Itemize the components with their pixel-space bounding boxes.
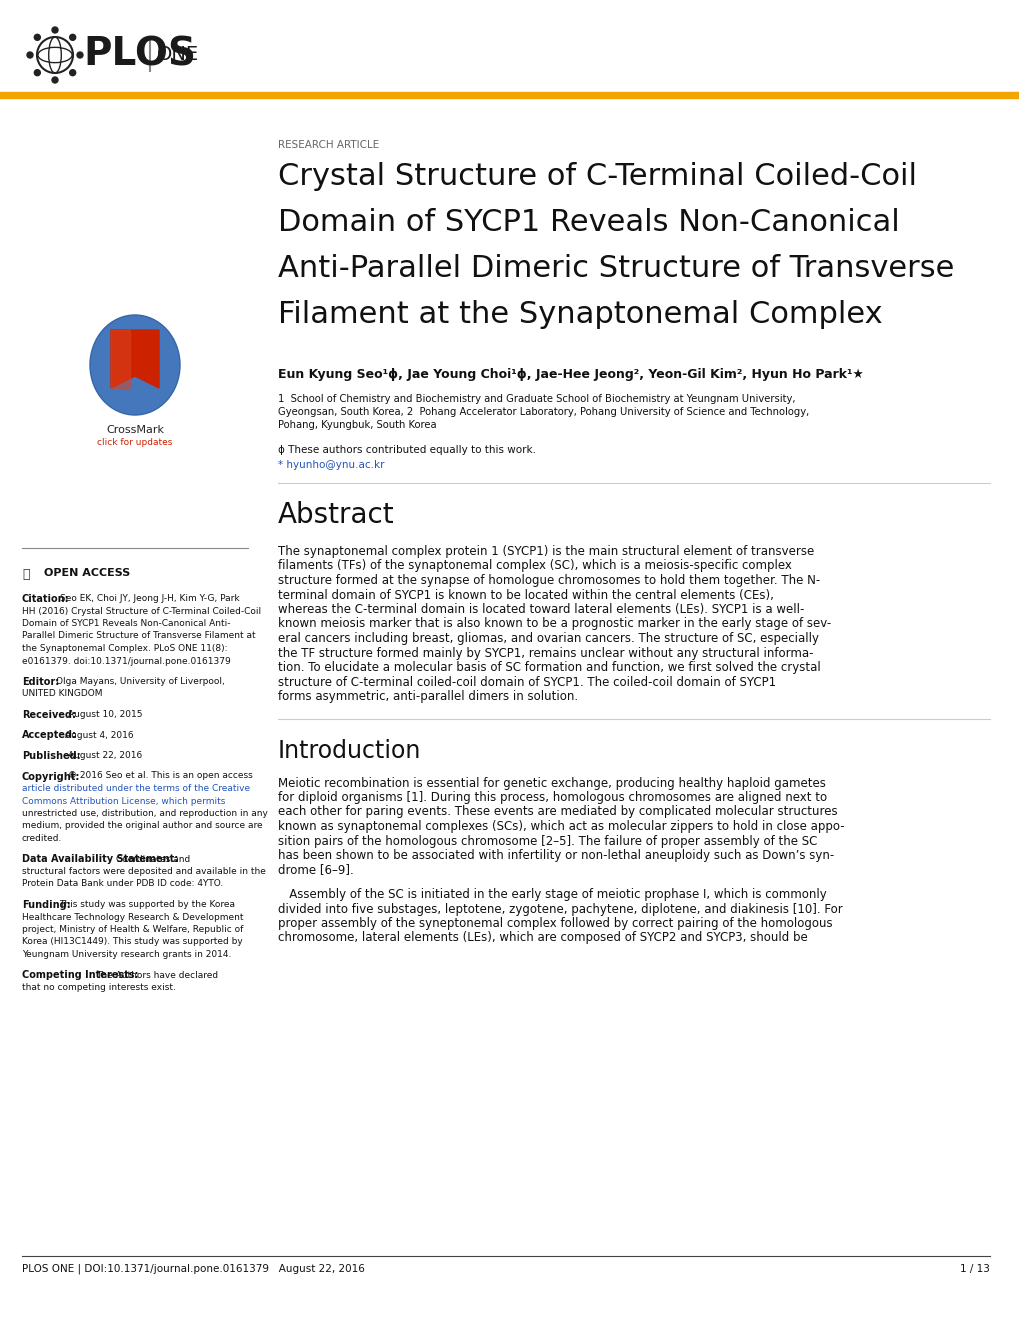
Text: Healthcare Technology Research & Development: Healthcare Technology Research & Develop… bbox=[22, 912, 244, 921]
Polygon shape bbox=[111, 330, 129, 388]
Text: Commons Attribution License, which permits: Commons Attribution License, which permi… bbox=[22, 796, 225, 805]
Text: * hyunho@ynu.ac.kr: * hyunho@ynu.ac.kr bbox=[278, 459, 384, 470]
Text: unrestricted use, distribution, and reproduction in any: unrestricted use, distribution, and repr… bbox=[22, 809, 268, 818]
Text: Crystal Structure of C-Terminal Coiled-Coil: Crystal Structure of C-Terminal Coiled-C… bbox=[278, 162, 916, 191]
Text: Korea (HI13C1449). This study was supported by: Korea (HI13C1449). This study was suppor… bbox=[22, 937, 243, 946]
Text: known meiosis marker that is also known to be a prognostic marker in the early s: known meiosis marker that is also known … bbox=[278, 618, 830, 631]
Text: Seo EK, Choi JY, Jeong J-H, Kim Y-G, Park: Seo EK, Choi JY, Jeong J-H, Kim Y-G, Par… bbox=[60, 594, 239, 603]
Text: Received:: Received: bbox=[22, 710, 76, 719]
Text: UNITED KINGDOM: UNITED KINGDOM bbox=[22, 689, 102, 698]
Text: Meiotic recombination is essential for genetic exchange, producing healthy haplo: Meiotic recombination is essential for g… bbox=[278, 776, 825, 789]
Circle shape bbox=[35, 34, 41, 41]
Text: has been shown to be associated with infertility or non-lethal aneuploidy such a: has been shown to be associated with inf… bbox=[278, 849, 834, 862]
Text: This study was supported by the Korea: This study was supported by the Korea bbox=[59, 900, 234, 909]
Text: tion. To elucidate a molecular basis of SC formation and function, we first solv: tion. To elucidate a molecular basis of … bbox=[278, 661, 820, 675]
Text: PLOS: PLOS bbox=[83, 36, 196, 74]
Text: Accepted:: Accepted: bbox=[22, 730, 76, 741]
Text: Funding:: Funding: bbox=[22, 900, 70, 909]
Text: OPEN ACCESS: OPEN ACCESS bbox=[44, 568, 130, 578]
Text: whereas the C-terminal domain is located toward lateral elements (LEs). SYCP1 is: whereas the C-terminal domain is located… bbox=[278, 603, 804, 616]
Text: divided into five substages, leptotene, zygotene, pachytene, diplotene, and diak: divided into five substages, leptotene, … bbox=[278, 903, 842, 916]
Circle shape bbox=[26, 51, 33, 58]
Polygon shape bbox=[111, 330, 159, 388]
Text: ONE: ONE bbox=[157, 45, 199, 65]
Ellipse shape bbox=[90, 315, 179, 414]
Text: Editor:: Editor: bbox=[22, 677, 59, 686]
Text: sition pairs of the homologous chromosome [2–5]. The failure of proper assembly : sition pairs of the homologous chromosom… bbox=[278, 834, 816, 847]
Text: Data Availability Statement:: Data Availability Statement: bbox=[22, 854, 178, 865]
Text: CrossMark: CrossMark bbox=[106, 425, 164, 436]
Text: Citation:: Citation: bbox=[22, 594, 69, 605]
Text: HH (2016) Crystal Structure of C-Terminal Coiled-Coil: HH (2016) Crystal Structure of C-Termina… bbox=[22, 606, 261, 615]
Text: Domain of SYCP1 Reveals Non-Canonical Anti-: Domain of SYCP1 Reveals Non-Canonical An… bbox=[22, 619, 230, 628]
Text: Olga Mayans, University of Liverpool,: Olga Mayans, University of Liverpool, bbox=[56, 677, 224, 686]
Text: ϕ These authors contributed equally to this work.: ϕ These authors contributed equally to t… bbox=[278, 445, 535, 455]
Text: terminal domain of SYCP1 is known to be located within the central elements (CEs: terminal domain of SYCP1 is known to be … bbox=[278, 589, 773, 602]
Text: The synaptonemal complex protein 1 (SYCP1) is the main structural element of tra: The synaptonemal complex protein 1 (SYCP… bbox=[278, 545, 813, 558]
Text: structure formed at the synapse of homologue chromosomes to hold them together. : structure formed at the synapse of homol… bbox=[278, 574, 819, 587]
Text: proper assembly of the syneptonemal complex followed by correct pairing of the h: proper assembly of the syneptonemal comp… bbox=[278, 917, 832, 931]
Circle shape bbox=[52, 26, 58, 33]
Text: article distributed under the terms of the Creative: article distributed under the terms of t… bbox=[22, 784, 250, 793]
Circle shape bbox=[52, 77, 58, 83]
Text: Gyeongsan, South Korea, 2  Pohang Accelerator Laboratory, Pohang University of S: Gyeongsan, South Korea, 2 Pohang Acceler… bbox=[278, 407, 808, 417]
Text: Abstract: Abstract bbox=[278, 502, 394, 529]
Text: RESEARCH ARTICLE: RESEARCH ARTICLE bbox=[278, 140, 379, 150]
Text: each other for paring events. These events are mediated by complicated molecular: each other for paring events. These even… bbox=[278, 805, 837, 818]
Text: medium, provided the original author and source are: medium, provided the original author and… bbox=[22, 821, 262, 830]
Text: PLOS ONE | DOI:10.1371/journal.pone.0161379   August 22, 2016: PLOS ONE | DOI:10.1371/journal.pone.0161… bbox=[22, 1265, 365, 1275]
Text: 1  School of Chemistry and Biochemistry and Graduate School of Biochemistry at Y: 1 School of Chemistry and Biochemistry a… bbox=[278, 393, 795, 404]
Text: © 2016 Seo et al. This is an open access: © 2016 Seo et al. This is an open access bbox=[68, 771, 253, 780]
Text: chromosome, lateral elements (LEs), which are composed of SYCP2 and SYCP3, shoul: chromosome, lateral elements (LEs), whic… bbox=[278, 932, 807, 945]
Text: August 22, 2016: August 22, 2016 bbox=[68, 751, 142, 760]
Text: August 10, 2015: August 10, 2015 bbox=[68, 710, 143, 719]
Text: Anti-Parallel Dimeric Structure of Transverse: Anti-Parallel Dimeric Structure of Trans… bbox=[278, 253, 954, 282]
Text: Published:: Published: bbox=[22, 751, 81, 762]
Text: Eun Kyung Seo¹ϕ, Jae Young Choi¹ϕ, Jae-Hee Jeong², Yeon-Gil Kim², Hyun Ho Park¹★: Eun Kyung Seo¹ϕ, Jae Young Choi¹ϕ, Jae-H… bbox=[278, 368, 863, 381]
Text: 🔓: 🔓 bbox=[22, 568, 30, 581]
Text: Assembly of the SC is initiated in the early stage of meiotic prophase I, which : Assembly of the SC is initiated in the e… bbox=[278, 888, 826, 902]
Text: Introduction: Introduction bbox=[278, 738, 421, 763]
Text: that no competing interests exist.: that no competing interests exist. bbox=[22, 983, 175, 993]
Text: for diploid organisms [1]. During this process, homologous chromosomes are align: for diploid organisms [1]. During this p… bbox=[278, 791, 826, 804]
Text: Competing Interests:: Competing Interests: bbox=[22, 970, 139, 981]
Text: forms asymmetric, anti-parallel dimers in solution.: forms asymmetric, anti-parallel dimers i… bbox=[278, 690, 578, 704]
Text: Parallel Dimeric Structure of Transverse Filament at: Parallel Dimeric Structure of Transverse… bbox=[22, 631, 256, 640]
Text: e0161379. doi:10.1371/journal.pone.0161379: e0161379. doi:10.1371/journal.pone.01613… bbox=[22, 656, 230, 665]
Text: Pohang, Kyungbuk, South Korea: Pohang, Kyungbuk, South Korea bbox=[278, 420, 436, 430]
Text: Yeungnam University research grants in 2014.: Yeungnam University research grants in 2… bbox=[22, 950, 231, 960]
Text: Copyright:: Copyright: bbox=[22, 771, 81, 781]
Circle shape bbox=[35, 70, 41, 75]
Text: project, Ministry of Health & Welfare, Republic of: project, Ministry of Health & Welfare, R… bbox=[22, 925, 244, 935]
Text: the TF structure formed mainly by SYCP1, remains unclear without any structural : the TF structure formed mainly by SYCP1,… bbox=[278, 647, 813, 660]
Circle shape bbox=[69, 70, 75, 75]
Text: Domain of SYCP1 Reveals Non-Canonical: Domain of SYCP1 Reveals Non-Canonical bbox=[278, 209, 899, 238]
Text: August 4, 2016: August 4, 2016 bbox=[65, 730, 133, 739]
Text: Coordinates and: Coordinates and bbox=[116, 854, 191, 863]
Text: 1 / 13: 1 / 13 bbox=[959, 1265, 989, 1274]
Text: credited.: credited. bbox=[22, 834, 62, 843]
Text: the Synaptonemal Complex. PLoS ONE 11(8):: the Synaptonemal Complex. PLoS ONE 11(8)… bbox=[22, 644, 227, 653]
Text: Protein Data Bank under PDB ID code: 4YTO.: Protein Data Bank under PDB ID code: 4YT… bbox=[22, 879, 223, 888]
Circle shape bbox=[69, 34, 75, 41]
Text: filaments (TFs) of the synaptonemal complex (SC), which is a meiosis-specific co: filaments (TFs) of the synaptonemal comp… bbox=[278, 560, 791, 573]
Text: click for updates: click for updates bbox=[97, 438, 172, 447]
Text: eral cancers including breast, gliomas, and ovarian cancers. The structure of SC: eral cancers including breast, gliomas, … bbox=[278, 632, 818, 645]
Text: The Authors have declared: The Authors have declared bbox=[96, 970, 218, 979]
Text: drome [6–9].: drome [6–9]. bbox=[278, 863, 354, 876]
Circle shape bbox=[76, 51, 83, 58]
Text: structure of C-terminal coiled-coil domain of SYCP1. The coiled-coil domain of S: structure of C-terminal coiled-coil doma… bbox=[278, 676, 775, 689]
Text: Filament at the Synaptonemal Complex: Filament at the Synaptonemal Complex bbox=[278, 300, 881, 329]
Text: known as synaptonemal complexes (SCs), which act as molecular zippers to hold in: known as synaptonemal complexes (SCs), w… bbox=[278, 820, 844, 833]
Text: structural factors were deposited and available in the: structural factors were deposited and av… bbox=[22, 867, 266, 876]
